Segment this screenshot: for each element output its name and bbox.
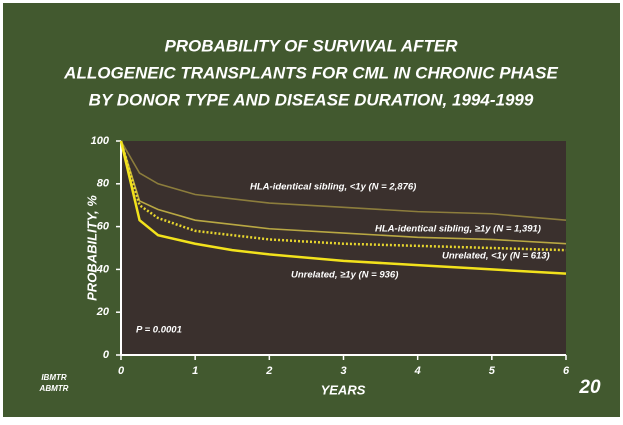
- y-tick-label: 60: [97, 221, 110, 233]
- logo-text: ABMTR: [39, 384, 69, 393]
- series-label: Unrelated, ≥1y (N = 936): [291, 270, 398, 281]
- y-tick-label: 80: [97, 178, 110, 190]
- chart-title: ALLOGENEIC TRANSPLANTS FOR CML IN CHRONI…: [63, 63, 558, 82]
- x-tick-label: 5: [489, 365, 496, 377]
- x-tick-label: 2: [265, 365, 272, 377]
- y-tick-label: 20: [96, 306, 110, 318]
- x-tick-label: 6: [563, 365, 570, 377]
- survival-curve: [119, 140, 567, 252]
- y-tick-label: 0: [103, 349, 110, 361]
- y-tick-label: 100: [91, 135, 110, 147]
- series-label: Unrelated, <1y (N = 613): [442, 251, 550, 262]
- x-tick-label: 4: [414, 365, 421, 377]
- x-tick-label: 3: [340, 365, 346, 377]
- series-label: HLA-identical sibling, <1y (N = 2,876): [250, 182, 416, 193]
- survival-curve: [120, 140, 567, 221]
- survival-curve: [119, 140, 567, 275]
- y-tick-label: 40: [96, 263, 110, 275]
- series-label: HLA-identical sibling, ≥1y (N = 1,391): [375, 224, 541, 235]
- page-number: 20: [578, 377, 601, 398]
- x-tick-label: 1: [192, 365, 198, 377]
- chart-title: BY DONOR TYPE AND DISEASE DURATION, 1994…: [89, 90, 534, 109]
- x-tick-label: 0: [118, 365, 125, 377]
- annotation: P = 0.0001: [136, 325, 182, 336]
- y-axis-label: PROBABILITY, %: [84, 195, 99, 301]
- survival-curve: [120, 140, 567, 245]
- x-axis-label: YEARS: [321, 382, 366, 397]
- chart-title: PROBABILITY OF SURVIVAL AFTER: [164, 36, 458, 55]
- logo-text: IBMTR: [41, 373, 67, 382]
